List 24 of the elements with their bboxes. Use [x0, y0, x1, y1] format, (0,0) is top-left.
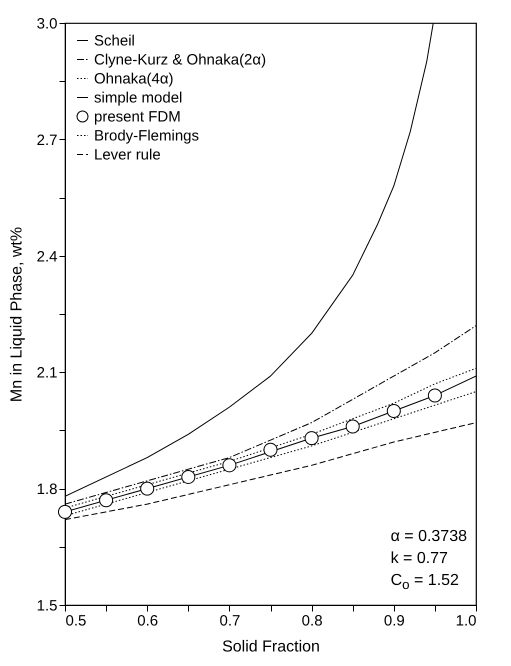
- legend-label: Brody-Flemings: [94, 128, 200, 144]
- x-tick-label: 0.7: [219, 612, 240, 630]
- x-tick-label: 0.6: [137, 612, 158, 630]
- x-tick-label: 0.8: [302, 612, 323, 630]
- x-tick-label: 0.5: [66, 612, 86, 630]
- annotation: k = 0.77: [390, 549, 449, 569]
- legend-label: Ohnaka(4α): [94, 70, 174, 88]
- y-tick-label: 1.5: [36, 598, 58, 614]
- y-tick-label: 1.8: [36, 481, 58, 498]
- annotation: C$_{o}$ = 1.52: [390, 571, 460, 594]
- x-tick-label: 0.9: [384, 612, 405, 630]
- legend-label: Scheil: [94, 32, 135, 50]
- y-tick-label: 2.4: [36, 248, 58, 266]
- y-axis-title: Mn in Liquid Phase, wt%: [8, 226, 26, 402]
- legend-label: Clyne-Kurz & Ohnaka(2α): [94, 52, 266, 68]
- y-tick-label: 2.1: [36, 364, 58, 382]
- annotation: α = 0.3738: [390, 527, 467, 547]
- legend-label: simple model: [94, 90, 182, 106]
- x-tick-label: 1.0: [456, 612, 476, 630]
- x-axis-title: Solid Fraction: [222, 638, 320, 656]
- y-tick-label: 3.0: [36, 16, 58, 32]
- legend-label: Lever rule: [94, 146, 161, 164]
- legend-label: present FDM: [94, 108, 181, 126]
- y-tick-label: 2.7: [36, 132, 58, 149]
